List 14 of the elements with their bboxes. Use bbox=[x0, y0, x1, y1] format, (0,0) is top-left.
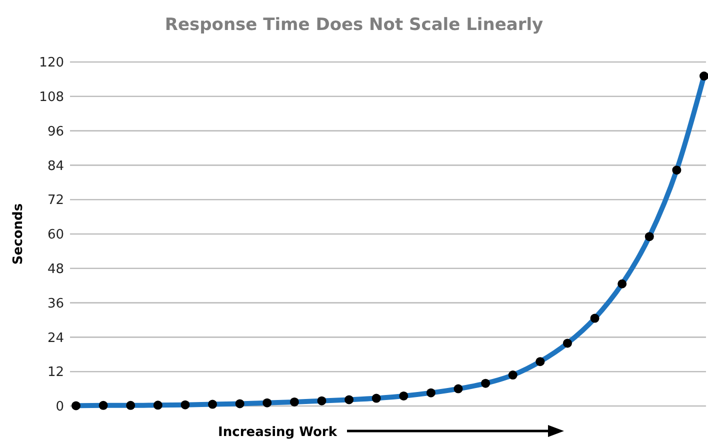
y-tick-label: 84 bbox=[47, 158, 64, 174]
y-tick-label: 36 bbox=[47, 296, 64, 312]
y-tick-label: 48 bbox=[47, 262, 64, 277]
y-axis-title: Seconds bbox=[11, 203, 26, 265]
y-tick-label: 96 bbox=[47, 124, 64, 140]
y-tick-label: 72 bbox=[47, 193, 64, 208]
y-tick-label: 24 bbox=[47, 330, 64, 346]
y-tick-label: 0 bbox=[56, 400, 64, 415]
y-tick-label: 12 bbox=[47, 365, 64, 380]
y-tick-label: 120 bbox=[39, 56, 64, 71]
x-axis-title: Increasing Work bbox=[218, 425, 338, 440]
y-tick-label: 60 bbox=[47, 228, 64, 243]
y-tick-label: 108 bbox=[39, 90, 64, 105]
chart-title: Response Time Does Not Scale Linearly bbox=[164, 15, 544, 35]
